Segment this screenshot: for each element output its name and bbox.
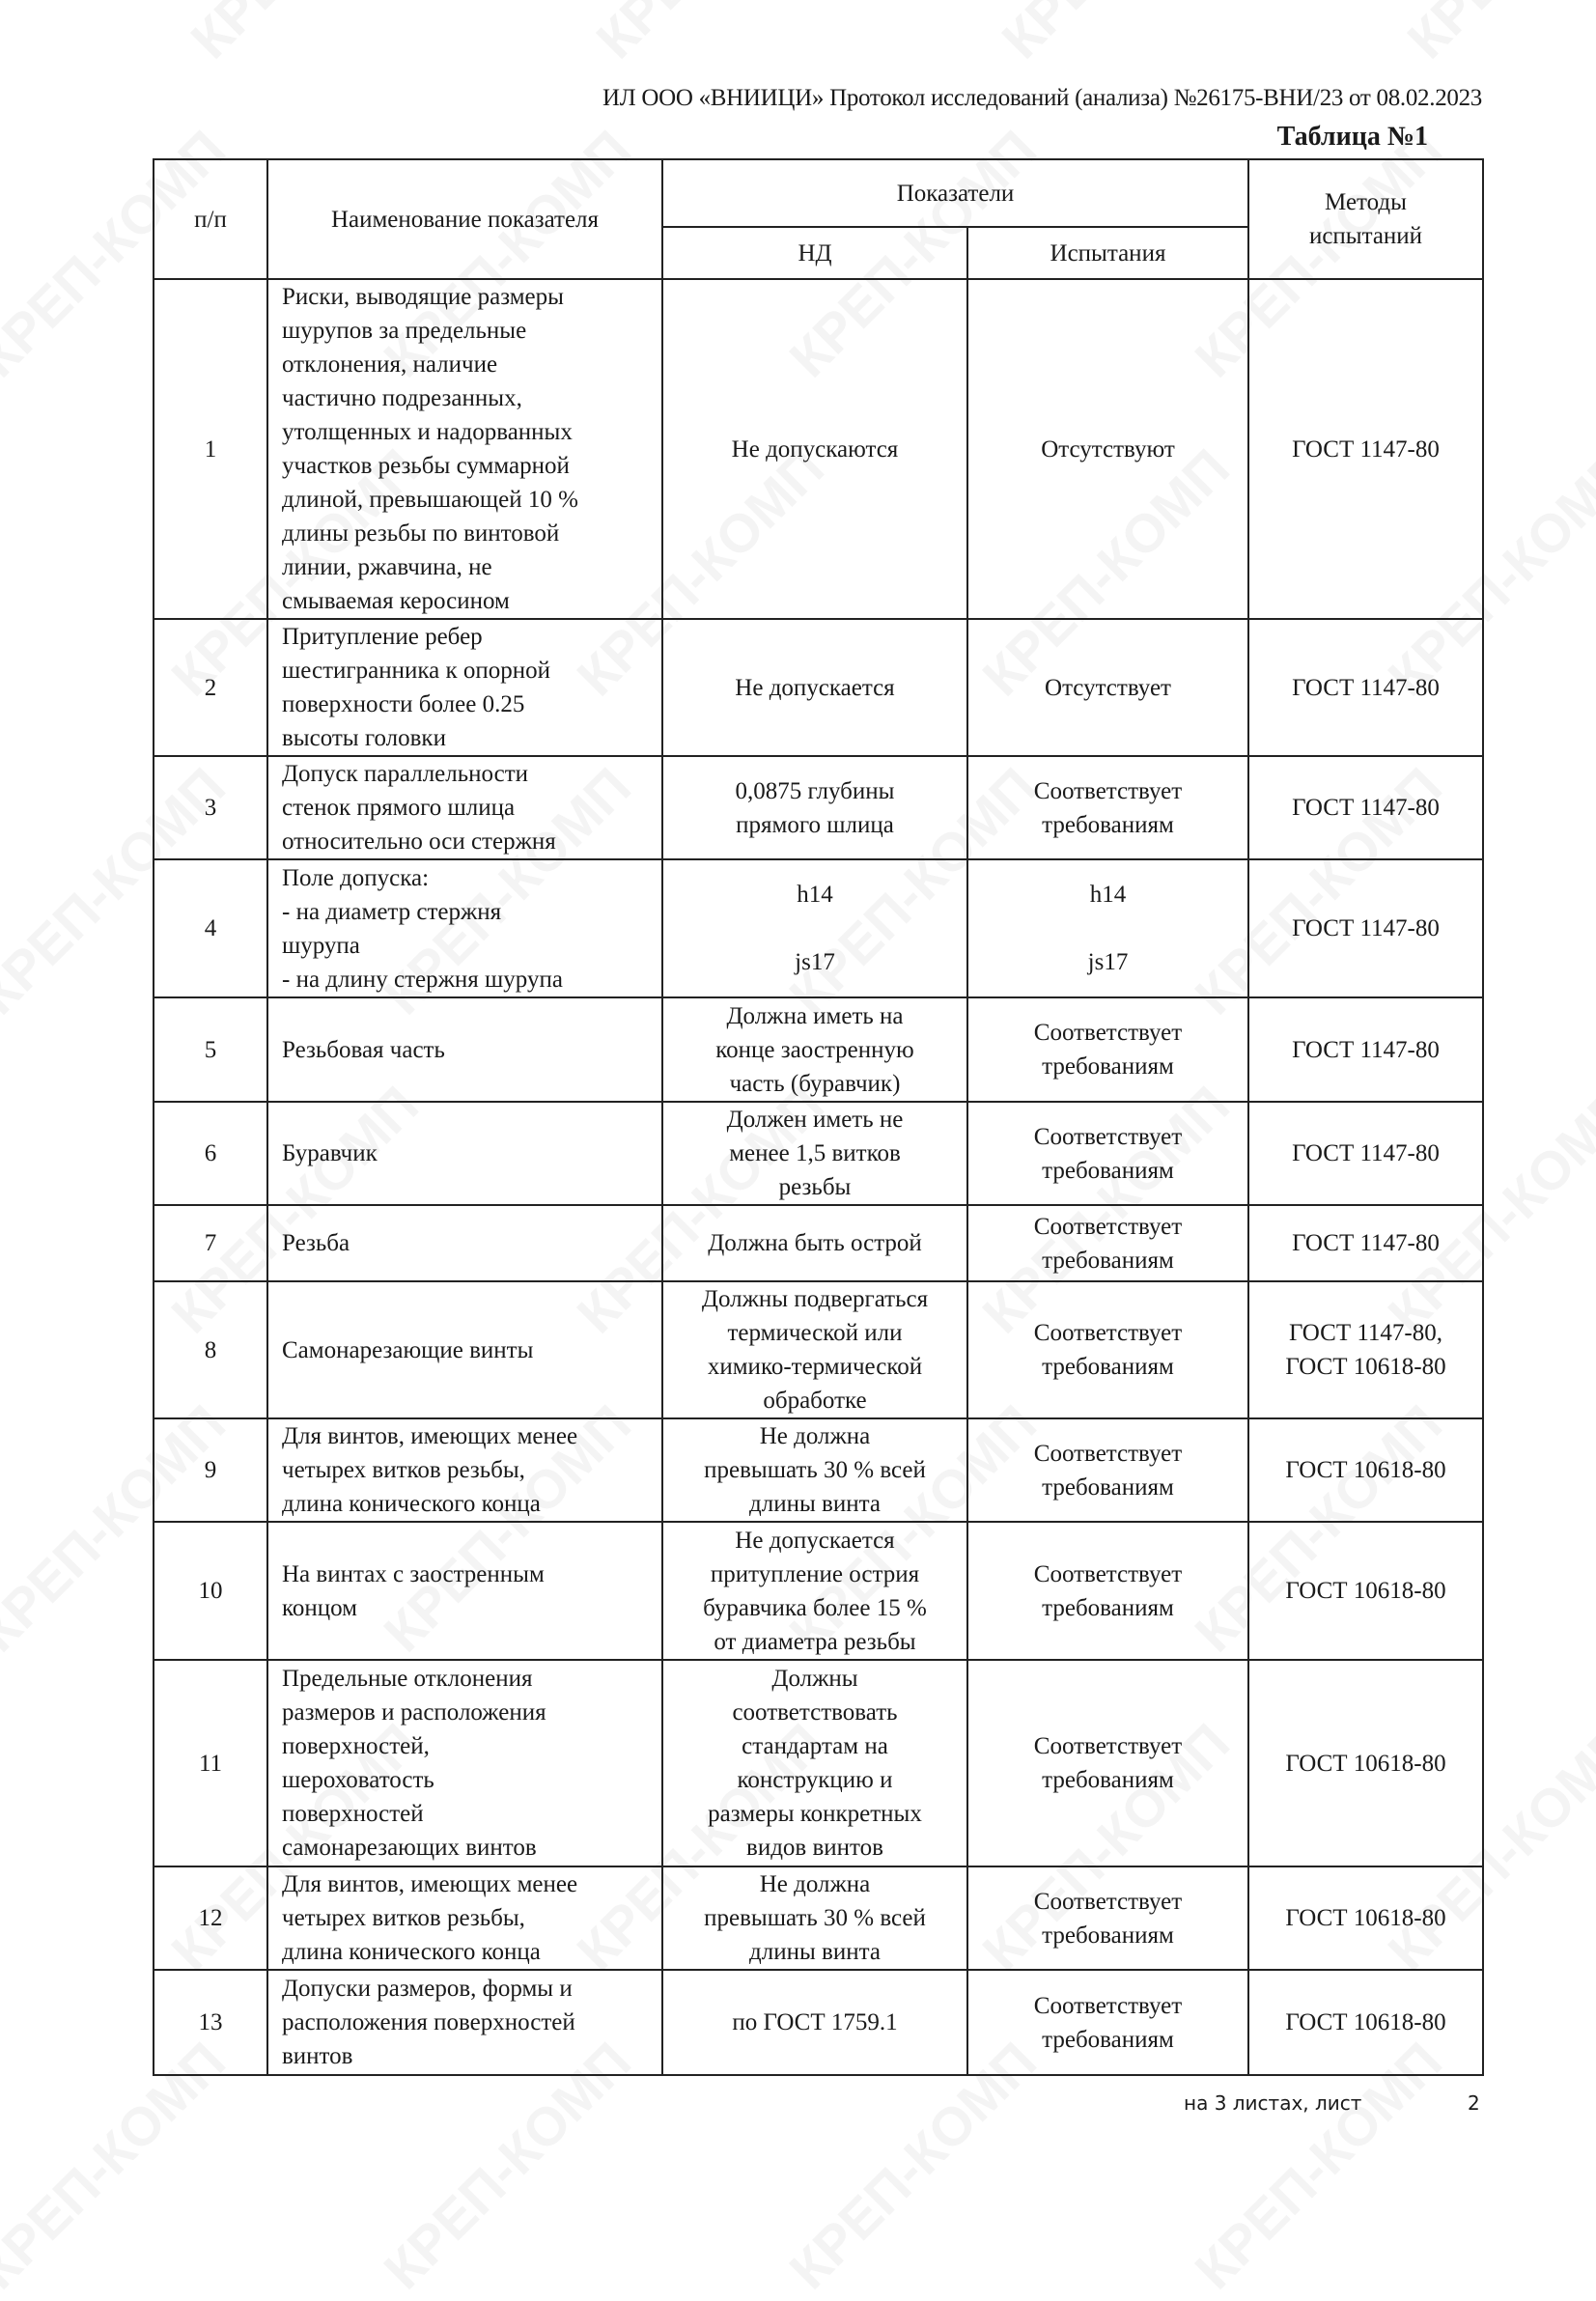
- row-name: Риски, выводящие размеры шурупов за пред…: [266, 278, 663, 620]
- row-nd: Должна быть острой: [661, 1204, 968, 1282]
- row-nd: Должен иметь не менее 1,5 витков резьбы: [661, 1101, 968, 1206]
- table-caption: Таблица №1: [1276, 122, 1428, 152]
- row-number: 12: [153, 1866, 268, 1971]
- watermark-logo: КРЕП-КОМП: [990, 0, 1261, 70]
- row-test: Соответствует требованиям: [966, 1204, 1249, 1282]
- row-nd: Должны подвергаться термической или хими…: [661, 1280, 968, 1419]
- table-row: 11 Предельные отклонения размеров и распо…: [153, 1659, 1484, 1867]
- row-number: 11: [153, 1659, 268, 1867]
- row-test: Соответствует требованиям: [966, 996, 1249, 1103]
- row-name: Для винтов, имеющих менее четырех витков…: [266, 1866, 663, 1971]
- row-nd: 0,0875 глубины прямого шлица: [661, 755, 968, 860]
- row-test: Соответствует требованиям: [966, 1280, 1249, 1419]
- row-method: ГОСТ 1147-80: [1247, 1204, 1484, 1282]
- row-number: 2: [153, 618, 268, 757]
- header-name: Наименование показателя: [266, 158, 663, 280]
- row-nd: Не допускается притупление острия буравч…: [661, 1521, 968, 1661]
- row-method: ГОСТ 10618-80: [1247, 1659, 1484, 1867]
- header-indicators: Показатели: [661, 158, 1249, 228]
- row-nd: Не допускается: [661, 618, 968, 757]
- header-methods: Методы испытаний: [1247, 158, 1484, 280]
- row-name: Предельные отклонения размеров и располо…: [266, 1659, 663, 1867]
- watermark-logo: КРЕП-КОМП: [1588, 118, 1596, 389]
- row-method: ГОСТ 10618-80: [1247, 1969, 1484, 2076]
- watermark-logo: КРЕП-КОМП: [1588, 755, 1596, 1026]
- row-number: 6: [153, 1101, 268, 1206]
- header-test: Испытания: [966, 226, 1249, 280]
- row-method: ГОСТ 1147-80: [1247, 1101, 1484, 1206]
- table-row: 2 Притупление ребер шестигранника к опорн…: [153, 618, 1484, 757]
- row-method: ГОСТ 10618-80: [1247, 1866, 1484, 1971]
- row-number: 10: [153, 1521, 268, 1661]
- footer-pages: на 3 листах, лист: [1184, 2091, 1362, 2115]
- row-test: Соответствует требованиям: [966, 755, 1249, 860]
- row-name: Резьба: [266, 1204, 663, 1282]
- header-nd: НД: [661, 226, 968, 280]
- table-row: 12 Для винтов, имеющих менее четырех витк…: [153, 1866, 1484, 1971]
- row-name: Поле допуска: - на диаметр стержня шуруп…: [266, 858, 663, 998]
- row-number: 1: [153, 278, 268, 620]
- table-row: 6 Буравчик Должен иметь не менее 1,5 витко…: [153, 1101, 1484, 1206]
- row-number: 3: [153, 755, 268, 860]
- watermark-logo: КРЕП-КОМП: [1395, 0, 1596, 70]
- row-nd: Должна иметь на конце заостренную часть …: [661, 996, 968, 1103]
- watermark-logo: КРЕП-КОМП: [179, 0, 450, 70]
- table-row: 10 На винтах с заостренным концом Не допус…: [153, 1521, 1484, 1661]
- row-method: ГОСТ 1147-80, ГОСТ 10618-80: [1247, 1280, 1484, 1419]
- row-method: ГОСТ 10618-80: [1247, 1521, 1484, 1661]
- row-name: Допуски размеров, формы и расположения п…: [266, 1969, 663, 2076]
- watermark-logo: КРЕП-КОМП: [584, 0, 855, 70]
- row-test: Соответствует требованиям: [966, 1969, 1249, 2076]
- row-number: 8: [153, 1280, 268, 1419]
- row-number: 7: [153, 1204, 268, 1282]
- table-row: 4 Поле допуска: - на диаметр стержня шуру…: [153, 858, 1484, 998]
- row-number: 9: [153, 1417, 268, 1523]
- row-name: Буравчик: [266, 1101, 663, 1206]
- table-row: 1 Риски, выводящие размеры шурупов за пре…: [153, 278, 1484, 620]
- row-nd: Не должна превышать 30 % всей длины винт…: [661, 1866, 968, 1971]
- header-num: п/п: [153, 158, 268, 280]
- row-nd: по ГОСТ 1759.1: [661, 1969, 968, 2076]
- row-name: На винтах с заостренным концом: [266, 1521, 663, 1661]
- table-body: 1 Риски, выводящие размеры шурупов за пре…: [153, 278, 1484, 2076]
- row-nd: h14 js17: [661, 858, 968, 998]
- watermark-logo: КРЕП-КОМП: [1588, 1392, 1596, 1664]
- row-number: 5: [153, 996, 268, 1103]
- row-method: ГОСТ 10618-80: [1247, 1417, 1484, 1523]
- row-number: 13: [153, 1969, 268, 2076]
- table-row: 5 Резьбовая часть Должна иметь на конце за…: [153, 996, 1484, 1103]
- row-method: ГОСТ 1147-80: [1247, 858, 1484, 998]
- row-name: Допуск параллельности стенок прямого шли…: [266, 755, 663, 860]
- table-row: 13 Допуски размеров, формы и расположения…: [153, 1969, 1484, 2076]
- row-method: ГОСТ 1147-80: [1247, 996, 1484, 1103]
- results-table: п/п Наименование показателя Показатели М…: [153, 158, 1484, 2076]
- watermark-logo: КРЕП-КОМП: [1588, 2030, 1596, 2301]
- row-test: h14 js17: [966, 858, 1249, 998]
- row-method: ГОСТ 1147-80: [1247, 755, 1484, 860]
- footer-sheet-number: 2: [1468, 2091, 1480, 2115]
- table-row: 7 Резьба Должна быть острой Соответствует т…: [153, 1204, 1484, 1282]
- row-nd: Должны соответствовать стандартам на кон…: [661, 1659, 968, 1867]
- row-name: Резьбовая часть: [266, 996, 663, 1103]
- table-row: 9 Для винтов, имеющих менее четырех витко…: [153, 1417, 1484, 1523]
- row-nd: Не допускаются: [661, 278, 968, 620]
- row-test: Отсутствуют: [966, 278, 1249, 620]
- row-number: 4: [153, 858, 268, 998]
- row-name: Самонарезающие винты: [266, 1280, 663, 1419]
- row-nd: Не должна превышать 30 % всей длины винт…: [661, 1417, 968, 1523]
- row-test: Отсутствует: [966, 618, 1249, 757]
- row-test: Соответствует требованиям: [966, 1417, 1249, 1523]
- row-method: ГОСТ 1147-80: [1247, 618, 1484, 757]
- row-test: Соответствует требованиям: [966, 1101, 1249, 1206]
- row-name: Притупление ребер шестигранника к опорно…: [266, 618, 663, 757]
- row-method: ГОСТ 1147-80: [1247, 278, 1484, 620]
- row-test: Соответствует требованиям: [966, 1521, 1249, 1661]
- table-row: 8 Самонарезающие винты Должны подвергаться…: [153, 1280, 1484, 1419]
- row-name: Для винтов, имеющих менее четырех витков…: [266, 1417, 663, 1523]
- watermark-logo: КРЕП-КОМП: [0, 0, 44, 70]
- protocol-header: ИЛ ООО «ВНИИЦИ» Протокол исследований (а…: [602, 85, 1482, 111]
- row-test: Соответствует требованиям: [966, 1866, 1249, 1971]
- row-test: Соответствует требованиям: [966, 1659, 1249, 1867]
- table-row: 3 Допуск параллельности стенок прямого шл…: [153, 755, 1484, 860]
